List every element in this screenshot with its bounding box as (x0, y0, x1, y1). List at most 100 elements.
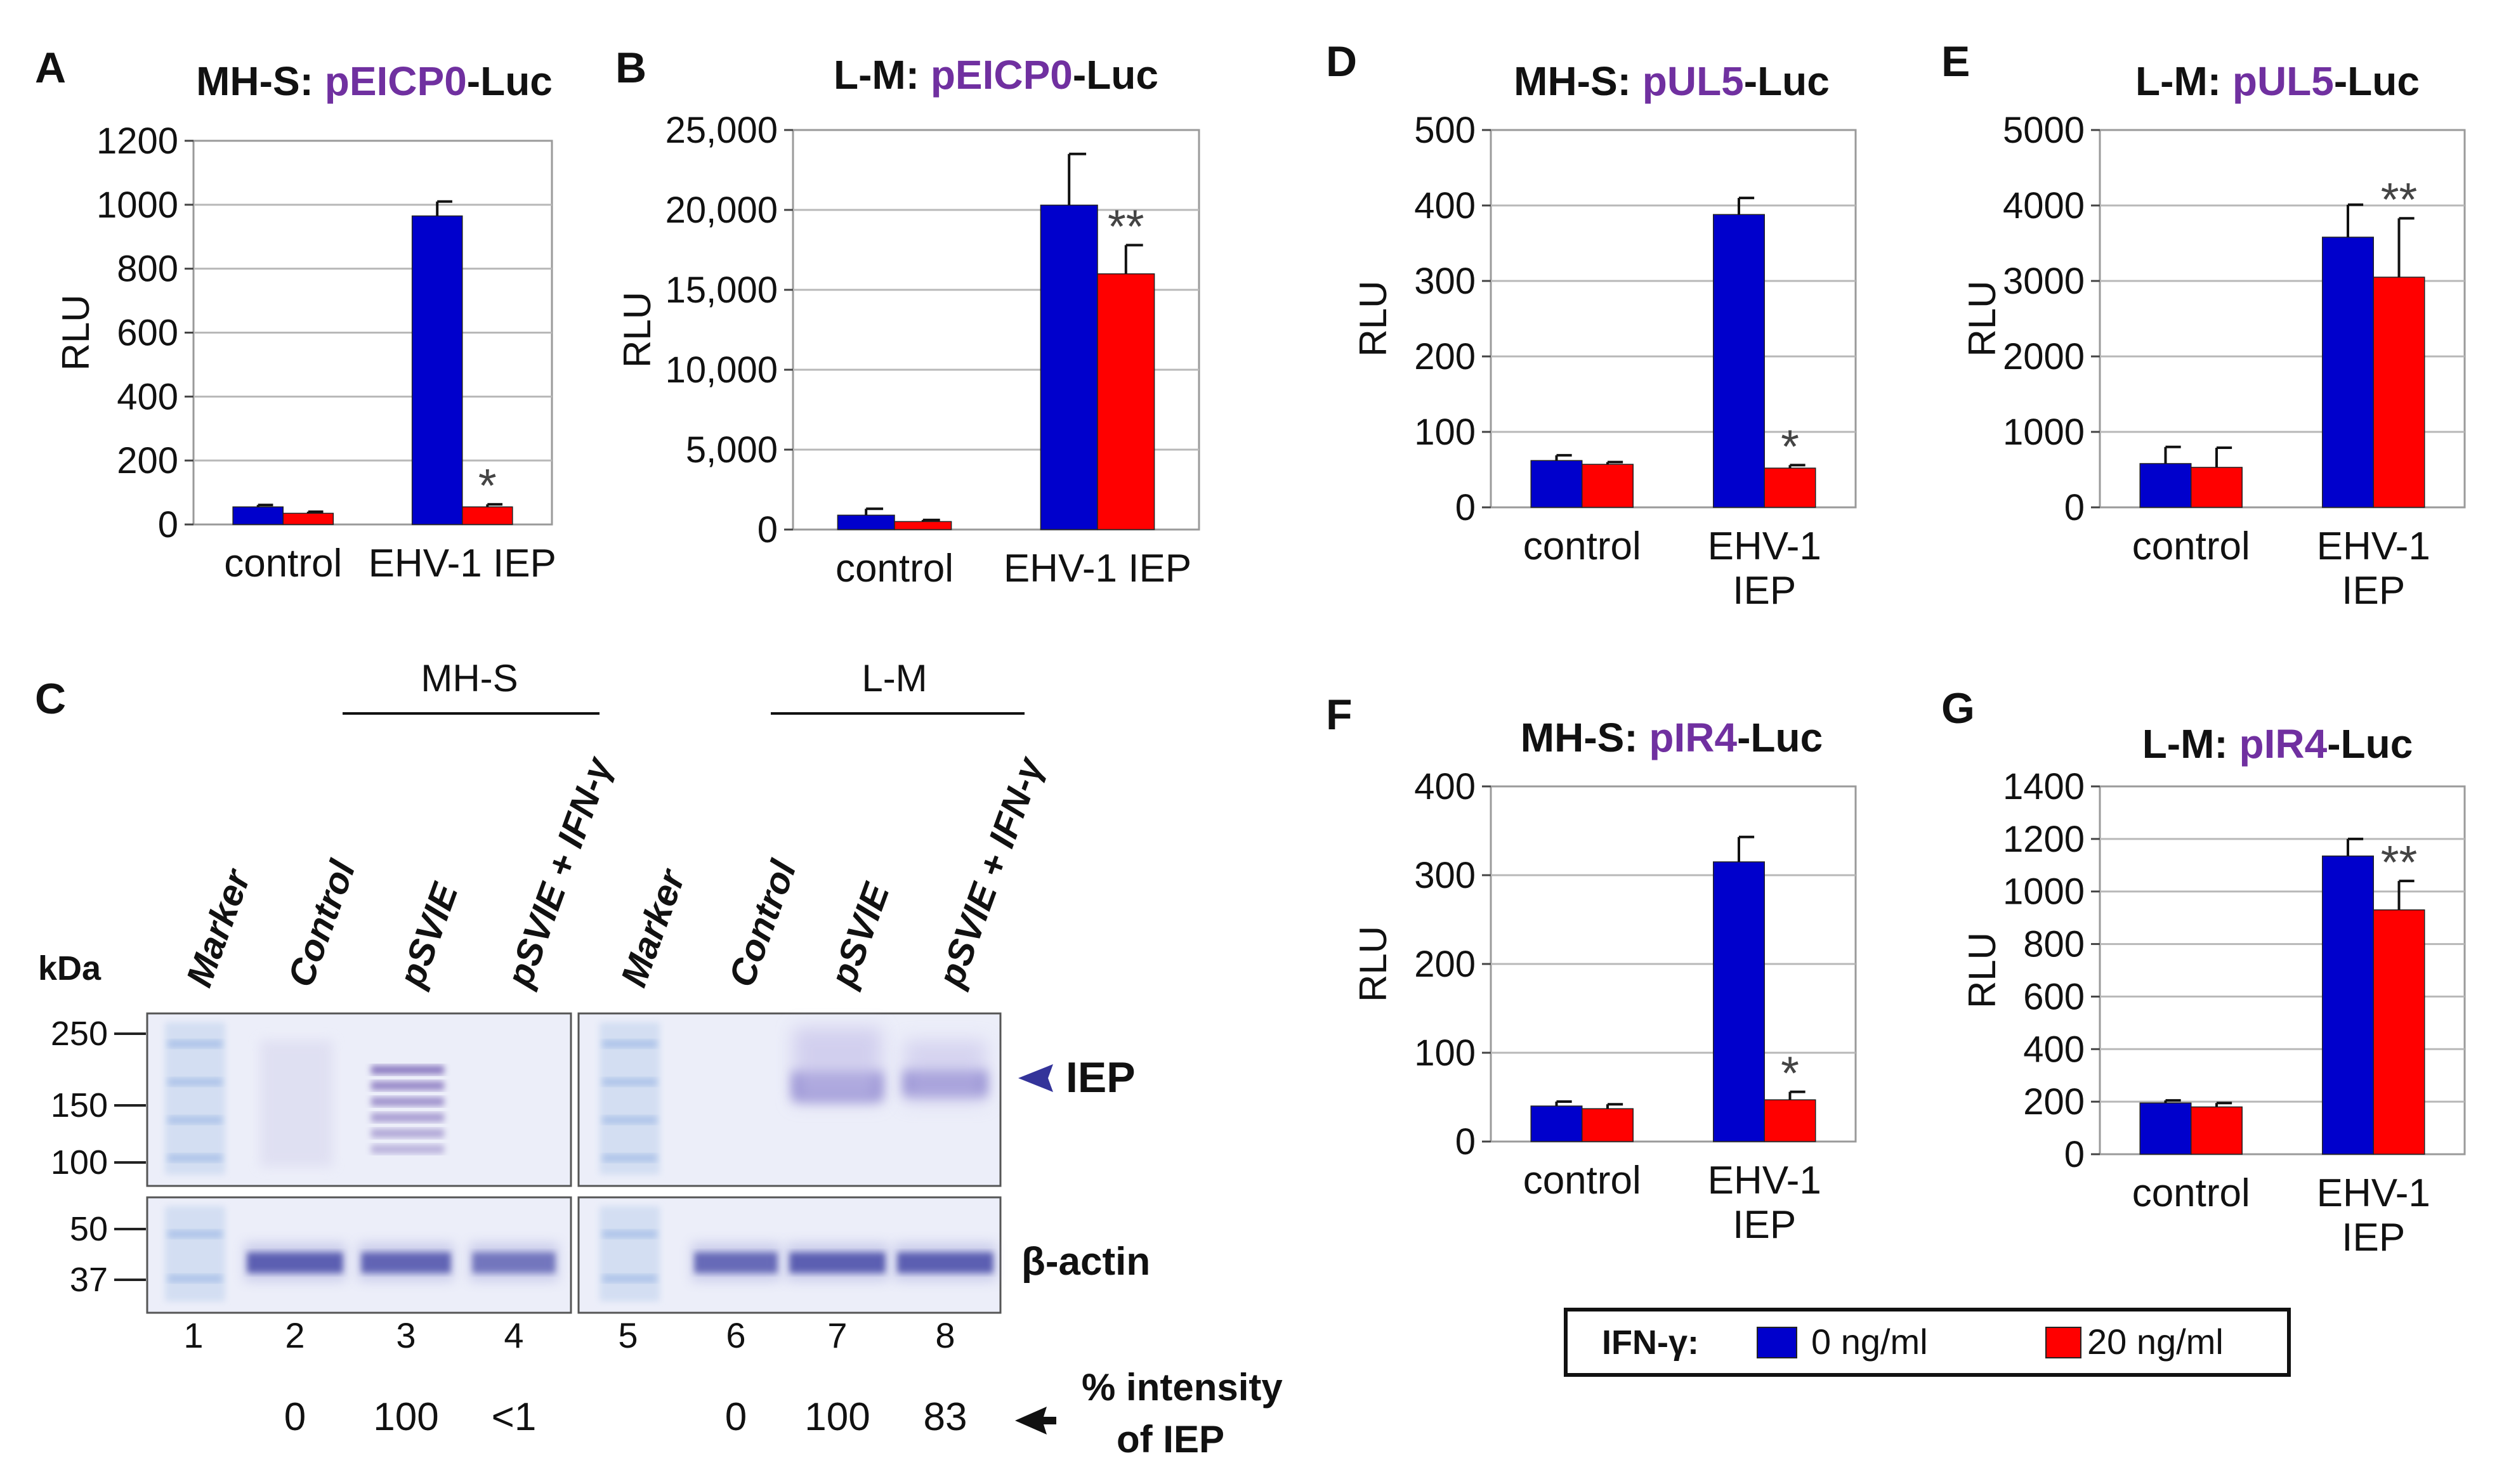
lane-number: 2 (285, 1315, 305, 1355)
bar-control-0ng (1530, 460, 1583, 508)
iep-smear (904, 1040, 986, 1103)
plot-frame (1490, 129, 1857, 509)
lane-label: pSVIE + IFN-γ (498, 751, 620, 994)
title-suffix: -Luc (1744, 58, 1830, 104)
actin-label: β-actin (1021, 1240, 1150, 1284)
title-prefix: MH-S: (196, 58, 325, 104)
category-label: control (836, 547, 954, 590)
legend-swatch-blue (1757, 1327, 1797, 1358)
y-axis-label: RLU (1961, 280, 2003, 356)
bar-iep-20ng (2373, 277, 2425, 508)
ladder-band (168, 1154, 222, 1162)
y-tick-label: 500 (1414, 110, 1476, 151)
title-suffix: -Luc (467, 58, 553, 104)
ladder-band (603, 1078, 657, 1086)
title-accent: pEICP0 (931, 52, 1073, 98)
chart-title: MH-S: pIR4-Luc (1521, 715, 1823, 760)
bar-iep-0ng (411, 215, 463, 525)
bar-iep-20ng (1764, 1099, 1816, 1142)
lane-number: 6 (726, 1315, 745, 1355)
bar-control-20ng (282, 512, 334, 525)
ladder-band (603, 1154, 657, 1162)
y-tick-label: 1200 (2003, 819, 2085, 860)
y-tick-label: 10,000 (665, 349, 778, 391)
y-tick-label: 200 (2023, 1081, 2085, 1123)
mw-marker-label: 100 (51, 1143, 108, 1181)
ladder-band (168, 1040, 222, 1048)
y-tick-label: 200 (1414, 336, 1476, 377)
iep-band (371, 1081, 444, 1090)
y-tick-label: 20,000 (665, 190, 778, 231)
bar-control-20ng (894, 521, 952, 530)
chart-d: D MH-S: pUL5-Luc 0 100 200 300 400 500 RLU * contr… (1326, 37, 1857, 613)
category-label: control (224, 542, 342, 585)
category-label: EHV-1 (1708, 1159, 1821, 1202)
ladder-band (603, 1230, 657, 1238)
y-tick-label: 0 (2064, 1134, 2085, 1175)
chart-title: L-M: pUL5-Luc (2135, 58, 2420, 104)
lane-label: pSVIE + IFN-γ (929, 751, 1051, 994)
significance-marker: ** (1108, 200, 1144, 252)
title-accent: pUL5 (1642, 58, 1744, 104)
group-label-mhs: MH-S (421, 657, 518, 700)
panel-letter: C (35, 675, 66, 723)
y-tick-label: 800 (2023, 924, 2085, 965)
marker-ladder (165, 1206, 225, 1301)
y-tick-label: 400 (1414, 766, 1476, 807)
lane-label: Control (721, 854, 804, 993)
ladder-band (168, 1275, 222, 1282)
category-label: control (2132, 524, 2250, 568)
iep-band (371, 1065, 444, 1074)
category-label: EHV-1 (1708, 524, 1821, 568)
category-label: EHV-1 IEP (369, 542, 556, 585)
y-tick-label: 100 (1414, 412, 1476, 453)
percent-intensity-value: <1 (492, 1395, 537, 1439)
bar-iep-0ng (1713, 861, 1765, 1142)
category-label: IEP (2342, 569, 2405, 613)
mw-marker-label: 150 (51, 1086, 108, 1124)
lane-label: Control (280, 854, 364, 993)
bar-iep-20ng (1097, 273, 1155, 530)
significance-marker: * (1781, 420, 1799, 472)
bar-iep-20ng (2373, 909, 2425, 1155)
y-tick-label: 1000 (96, 185, 178, 226)
legend: IFN-γ: 0 ng/ml 20 ng/ml (1564, 1308, 2291, 1377)
title-prefix: MH-S: (1521, 715, 1649, 760)
group-label-lm: L-M (862, 657, 927, 700)
plot-frame (2099, 129, 2466, 509)
chart-title: L-M: pIR4-Luc (2142, 721, 2413, 767)
category-label: IEP (2342, 1216, 2405, 1259)
y-tick-label: 400 (2023, 1029, 2085, 1070)
bar-control-0ng (2139, 463, 2192, 508)
lane-number: 8 (935, 1315, 955, 1355)
y-tick-label: 2000 (2003, 336, 2085, 377)
ladder-band (168, 1230, 222, 1238)
significance-marker: ** (2381, 836, 2418, 888)
y-tick-label: 1400 (2003, 766, 2085, 807)
y-tick-label: 600 (2023, 976, 2085, 1017)
y-tick-label: 0 (2064, 487, 2085, 528)
bar-iep-0ng (1040, 204, 1098, 530)
chart-g: G L-M: pIR4-Luc 0 200 400 600 800 1000 1200 1400 R… (1941, 684, 2466, 1259)
title-accent: pIR4 (2239, 721, 2328, 767)
y-tick-label: 300 (1414, 855, 1476, 896)
lane-number: 4 (504, 1315, 523, 1355)
plot-frame (792, 129, 1200, 531)
y-tick-label: 200 (1414, 944, 1476, 985)
percent-intensity-value: 100 (804, 1395, 870, 1439)
iep-band (371, 1129, 444, 1138)
bar-iep-0ng (1713, 214, 1765, 508)
y-tick-label: 5,000 (686, 429, 778, 471)
chart-f: F MH-S: pIR4-Luc 0 100 200 300 400 RLU * control E… (1326, 691, 1857, 1247)
left-arrow-icon (1015, 1407, 1056, 1435)
chart-title: MH-S: pUL5-Luc (1514, 58, 1830, 104)
y-tick-label: 800 (117, 249, 178, 290)
y-axis-label: RLU (1352, 926, 1394, 1002)
y-tick-label: 15,000 (665, 270, 778, 311)
charts-layer: A MH-S: pEICP0-Luc020040060080010001200RL… (35, 37, 2466, 1259)
title-suffix: -Luc (2327, 721, 2413, 767)
percent-intensity-value: 83 (924, 1395, 967, 1439)
